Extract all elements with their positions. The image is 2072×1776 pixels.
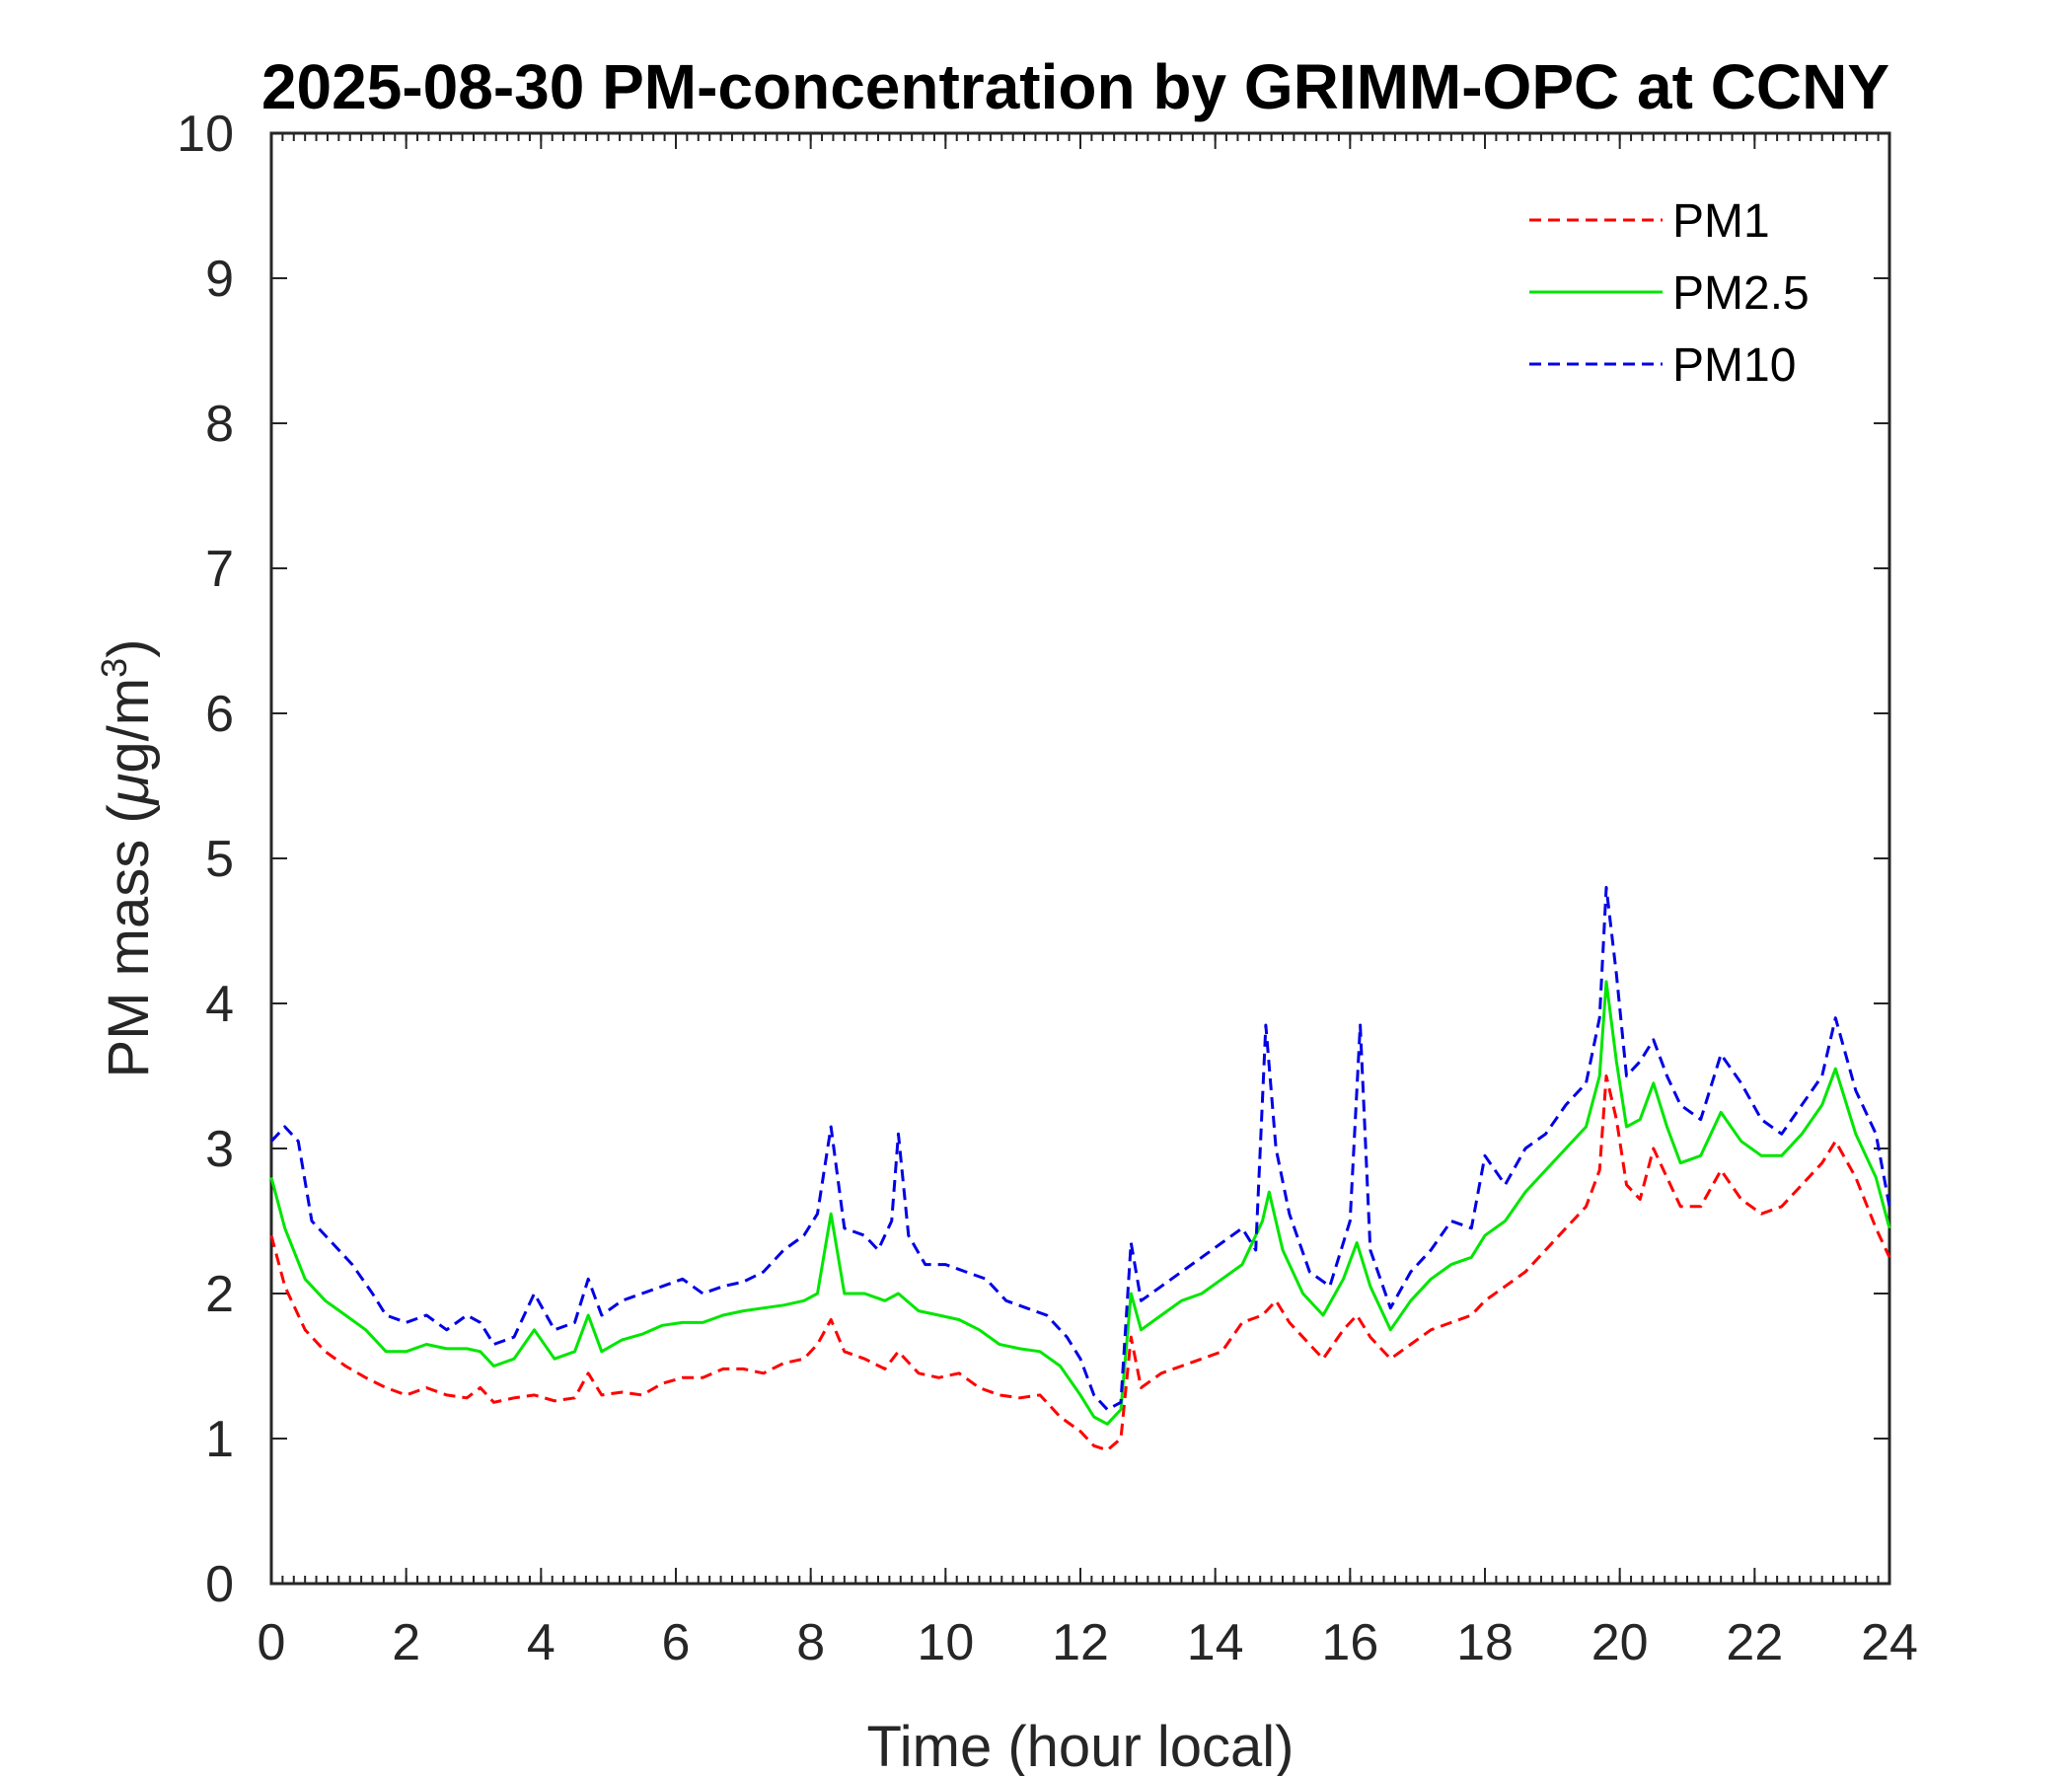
y-axis-label-mu: μ	[97, 774, 161, 807]
y-tick-label: 7	[205, 541, 234, 598]
legend-label-pm1: PM1	[1672, 195, 1770, 248]
x-tick-label: 8	[796, 1614, 825, 1671]
chart-title: 2025-08-30 PM-concentration by GRIMM-OPC…	[261, 51, 1889, 122]
x-tick-label: 22	[1726, 1614, 1783, 1671]
legend-label-pm2-5: PM2.5	[1672, 267, 1810, 320]
x-tick-label: 6	[662, 1614, 691, 1671]
y-tick-label: 1	[205, 1411, 234, 1468]
x-tick-label: 16	[1321, 1614, 1378, 1671]
y-axis-label-sup: 3	[94, 658, 134, 678]
x-tick-label: 24	[1861, 1614, 1918, 1671]
x-tick-label: 14	[1187, 1614, 1244, 1671]
series-line-pm2-5	[269, 980, 1891, 1426]
series-layer	[269, 885, 1891, 1452]
y-tick-label: 10	[177, 106, 234, 163]
x-tick-label: 12	[1052, 1614, 1109, 1671]
x-tick-label: 10	[917, 1614, 974, 1671]
y-axis-label-suffix: )	[97, 639, 161, 658]
major-ticks	[270, 132, 1890, 1585]
y-tick-label: 2	[205, 1266, 234, 1323]
y-axis-label: PM mass (μg/m3)	[94, 639, 161, 1078]
y-tick-label: 9	[205, 251, 234, 308]
legend-label-pm10: PM10	[1672, 339, 1796, 392]
x-tick-label: 20	[1591, 1614, 1649, 1671]
series-line-pm1	[269, 1074, 1891, 1452]
legend: PM1 PM2.5 PM10	[1529, 195, 1810, 392]
x-tick-label: 2	[392, 1614, 420, 1671]
y-axis-label-prefix: PM mass (	[97, 804, 161, 1077]
y-tick-label: 3	[205, 1121, 234, 1178]
y-tick-label: 0	[205, 1556, 234, 1613]
x-tick-label: 18	[1456, 1614, 1514, 1671]
y-tick-label: 5	[205, 831, 234, 888]
x-tick-label: 4	[527, 1614, 555, 1671]
y-tick-label: 4	[205, 976, 234, 1033]
plot-area	[269, 131, 1891, 1586]
x-tick-label: 0	[258, 1614, 286, 1671]
x-axis-label: Time (hour local)	[867, 1715, 1295, 1776]
y-tick-label: 6	[205, 686, 234, 743]
y-tick-label: 8	[205, 396, 234, 453]
y-axis-label-unit: g/m	[97, 678, 161, 774]
series-line-pm10	[269, 885, 1891, 1412]
